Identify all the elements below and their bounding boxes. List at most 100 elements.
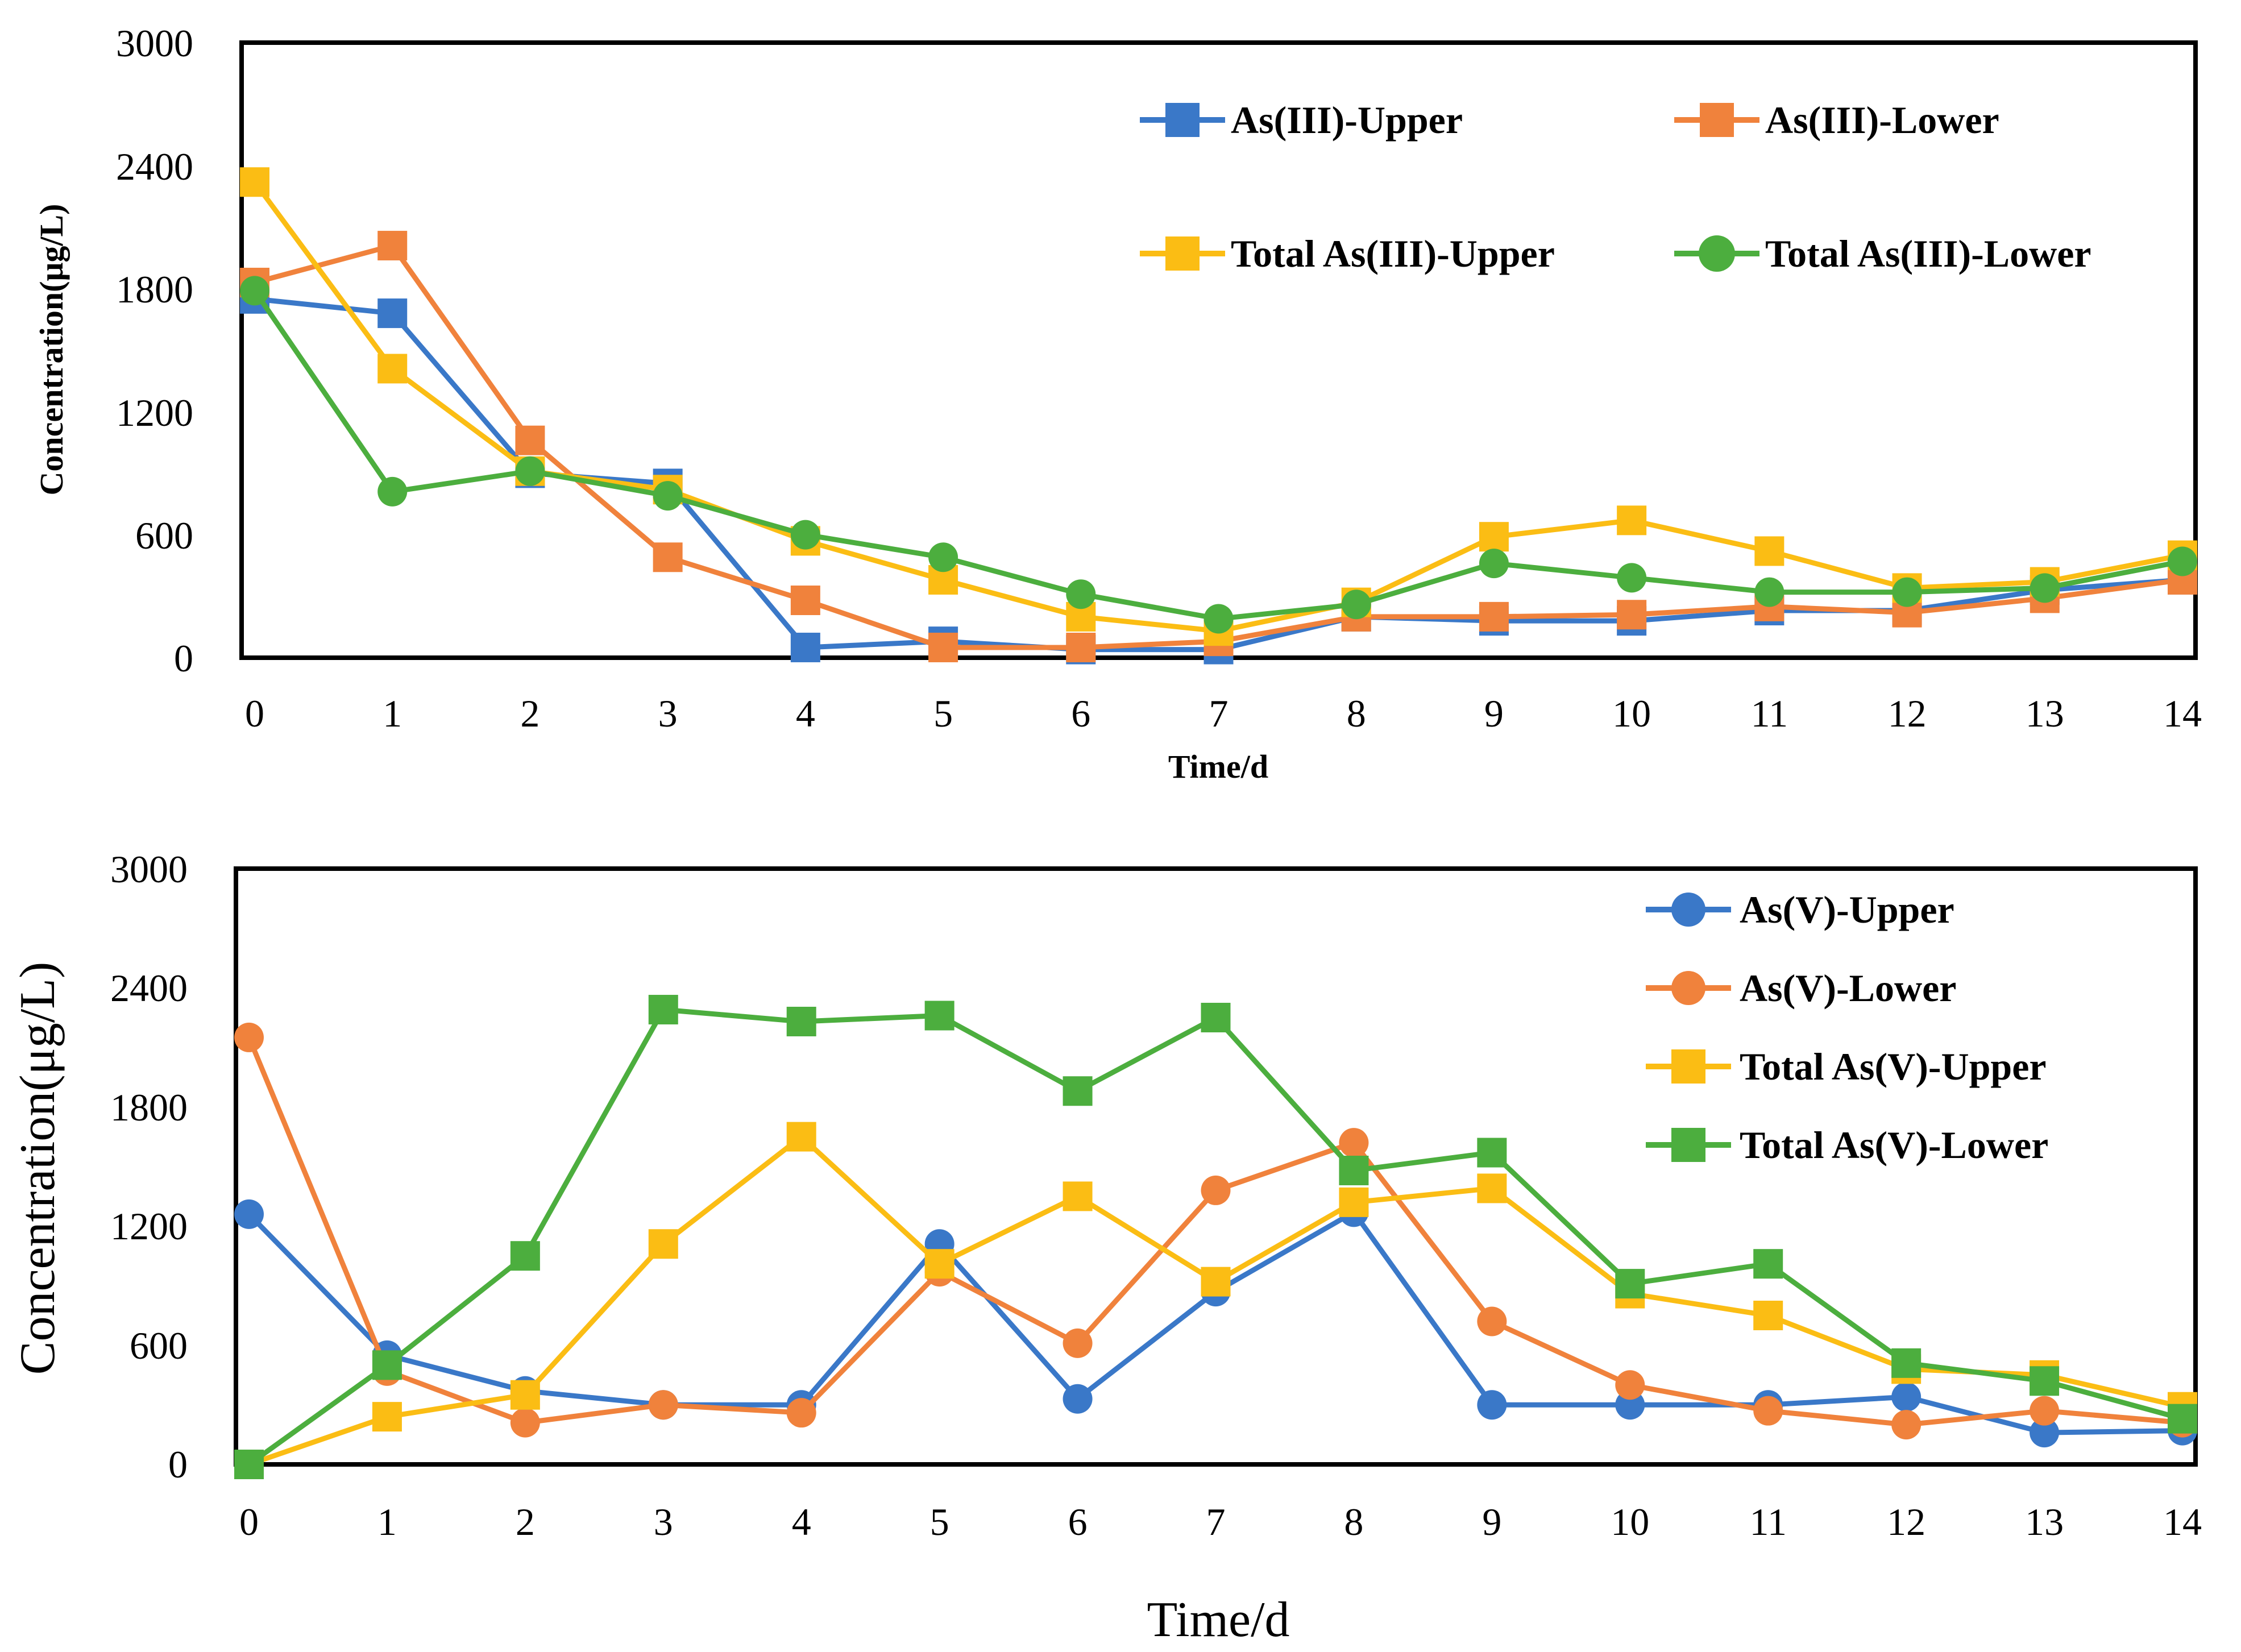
- data-point: [234, 1450, 264, 1479]
- data-point: [1479, 522, 1509, 552]
- series-group-bottom: [234, 995, 2197, 1479]
- legend-bottom: As(V)-Upper As(V)-Lower Total As(V)-Uppe…: [1646, 888, 2048, 1167]
- legend-marker-as3-lower: [1700, 103, 1734, 137]
- data-point: [1201, 1175, 1231, 1205]
- x-tick-label: 12: [1887, 1500, 1925, 1543]
- x-tick-label: 8: [1344, 1500, 1363, 1543]
- data-point: [1477, 1173, 1507, 1203]
- data-point: [234, 1022, 264, 1052]
- data-point: [1477, 1390, 1507, 1420]
- y-tick-label: 2400: [116, 145, 193, 188]
- x-tick-label: 9: [1484, 692, 1504, 735]
- x-tick-label: 2: [520, 692, 540, 735]
- data-point: [234, 1199, 264, 1229]
- data-point: [1477, 1306, 1507, 1336]
- data-point: [648, 995, 678, 1025]
- legend-label-as5-lower: As(V)-Lower: [1740, 966, 1956, 1010]
- y-axis-label-bottom: Concentration(μg/L): [10, 962, 65, 1375]
- y-tick-label: 1200: [116, 391, 193, 434]
- data-point: [928, 542, 958, 572]
- data-point: [648, 1390, 678, 1420]
- x-tick-label: 4: [792, 1500, 811, 1543]
- data-point: [1477, 1138, 1507, 1168]
- series-group-top: [240, 167, 2197, 665]
- data-point: [1891, 1348, 1922, 1378]
- data-point: [1201, 1267, 1231, 1297]
- data-point: [240, 276, 269, 306]
- legend-marker-total-as5-lower: [1671, 1128, 1705, 1162]
- data-point: [377, 354, 408, 384]
- data-point: [377, 476, 408, 507]
- data-point: [1615, 1370, 1645, 1400]
- legend-label-as3-upper: As(III)-Upper: [1231, 98, 1463, 142]
- data-point: [1063, 1328, 1093, 1358]
- y-tick-label: 1200: [110, 1205, 188, 1248]
- chart-top: 0 600 1200 1800 2400 3000 0 1 2 3 4 5 6 7 8 9 10 11…: [33, 22, 2202, 785]
- data-point: [1615, 1269, 1645, 1299]
- data-point: [1479, 601, 1509, 632]
- y-tick-label: 1800: [116, 268, 193, 311]
- plot-frame-bottom: [234, 866, 2198, 1467]
- x-axis-top: 0 1 2 3 4 5 6 7 8 9 10 11 12 13 14: [245, 692, 2202, 735]
- x-tick-label: 1: [383, 692, 402, 735]
- x-axis-label-top: Time/d: [1168, 748, 1268, 785]
- data-point: [1201, 1003, 1231, 1032]
- data-point: [786, 1122, 816, 1152]
- legend-marker-as5-upper: [1671, 893, 1705, 927]
- y-axis-label-top: Concentration(μg/L): [33, 204, 70, 496]
- data-point: [1204, 604, 1234, 634]
- x-tick-label: 4: [796, 692, 815, 735]
- data-point: [790, 632, 820, 662]
- legend-label-total-as5-lower: Total As(V)-Lower: [1740, 1123, 2048, 1167]
- data-point: [786, 1006, 816, 1036]
- legend-label-total-as3-upper: Total As(III)-Upper: [1231, 232, 1555, 275]
- data-point: [2168, 546, 2197, 576]
- data-point: [1753, 1249, 1783, 1279]
- legend-top: As(III)-Upper As(III)-Lower Total As(III…: [1140, 98, 2091, 275]
- data-point: [1754, 536, 1785, 566]
- x-tick-label: 3: [654, 1500, 673, 1543]
- data-point: [1063, 1181, 1093, 1211]
- data-point: [1891, 1382, 1922, 1412]
- series-total-as-v-lower: [234, 995, 2197, 1479]
- data-point: [2168, 1404, 2197, 1434]
- data-point: [928, 632, 958, 662]
- x-axis-bottom: 0 1 2 3 4 5 6 7 8 9 10 11 12 13 14: [239, 1500, 2202, 1543]
- data-point: [1617, 600, 1647, 630]
- data-point: [372, 1350, 402, 1380]
- data-point: [1617, 505, 1647, 536]
- data-point: [2030, 1366, 2060, 1396]
- y-axis-top: 0 600 1200 1800 2400 3000: [116, 22, 193, 680]
- legend-label-total-as3-lower: Total As(III)-Lower: [1765, 232, 2091, 275]
- data-point: [1339, 1128, 1369, 1158]
- y-tick-label: 3000: [116, 22, 193, 65]
- x-tick-label: 2: [516, 1500, 535, 1543]
- data-point: [924, 1001, 955, 1031]
- data-point: [1753, 1301, 1783, 1330]
- data-point: [653, 481, 683, 511]
- x-tick-label: 8: [1347, 692, 1366, 735]
- data-point: [2030, 573, 2060, 603]
- x-tick-label: 13: [2026, 692, 2064, 735]
- data-point: [790, 586, 820, 616]
- y-tick-label: 600: [130, 1324, 188, 1367]
- data-point: [1892, 577, 1922, 607]
- data-point: [515, 425, 545, 455]
- data-point: [1066, 632, 1096, 662]
- data-point: [510, 1241, 540, 1271]
- data-point: [2030, 1396, 2060, 1426]
- data-point: [377, 231, 408, 261]
- data-point: [1339, 1187, 1369, 1217]
- x-axis-label-bottom: Time/d: [1147, 1592, 1289, 1647]
- y-tick-label: 0: [174, 637, 193, 680]
- y-tick-label: 600: [135, 514, 193, 557]
- x-tick-label: 14: [2163, 1500, 2202, 1543]
- x-tick-label: 11: [1749, 1500, 1786, 1543]
- series-as-v-lower: [234, 1022, 2197, 1440]
- data-point: [1339, 1155, 1369, 1185]
- data-point: [372, 1402, 402, 1432]
- legend-marker-total-as3-lower: [1699, 235, 1735, 272]
- data-point: [510, 1380, 540, 1410]
- data-point: [1891, 1410, 1922, 1440]
